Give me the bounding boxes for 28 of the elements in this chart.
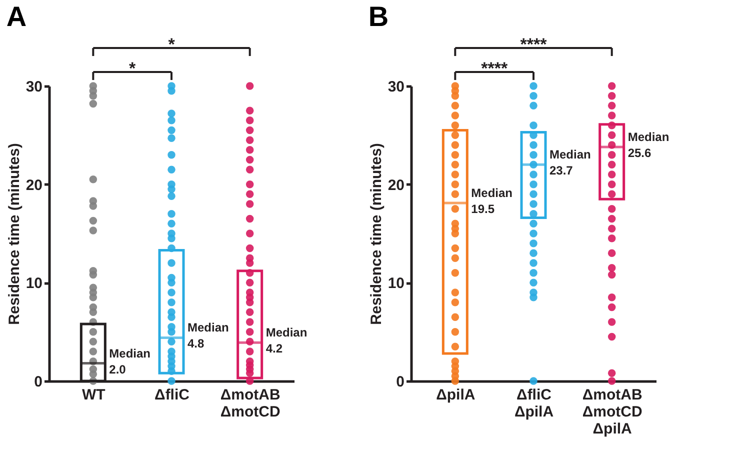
chart-title: B	[368, 1, 389, 32]
y-axis-title: Residence time (minutes)	[6, 143, 23, 325]
y-tick-label: 10	[26, 275, 42, 292]
y-axis-title: Residence time (minutes)	[368, 143, 385, 325]
annotation: Median 23.7	[550, 148, 591, 178]
y-tick-label: 10	[388, 275, 404, 292]
text: *	[129, 59, 136, 78]
annotation: Median 4.2	[266, 326, 308, 356]
annotation: Median 19.5	[471, 186, 513, 216]
x-tick-label: ΔfliC	[154, 386, 190, 404]
x-tick-label: ΔmotAB ΔmotCD	[220, 386, 280, 420]
y-tick-label: 20	[388, 176, 404, 194]
text: ****	[520, 35, 548, 54]
y-tick-label: 20	[26, 176, 42, 194]
annotation: Median 2.0	[109, 346, 151, 376]
y-tick-label: 30	[26, 78, 42, 96]
chart-title: A	[6, 1, 27, 32]
x-tick-label: WT	[82, 386, 106, 404]
x-tick-label: ΔfliC ΔpilA	[514, 386, 554, 420]
y-tick-label: 30	[388, 78, 404, 96]
y-tick-label: 0	[396, 374, 404, 390]
annotation: Median 4.8	[188, 320, 229, 351]
annotation: Median 25.6	[628, 130, 670, 160]
text: *	[168, 35, 176, 54]
x-tick-label: ΔmotAB ΔmotCD ΔpilA	[582, 386, 642, 438]
text: ****	[481, 59, 508, 78]
x-tick-label: ΔpilA	[436, 386, 476, 404]
y-tick-label: 0	[34, 374, 42, 390]
